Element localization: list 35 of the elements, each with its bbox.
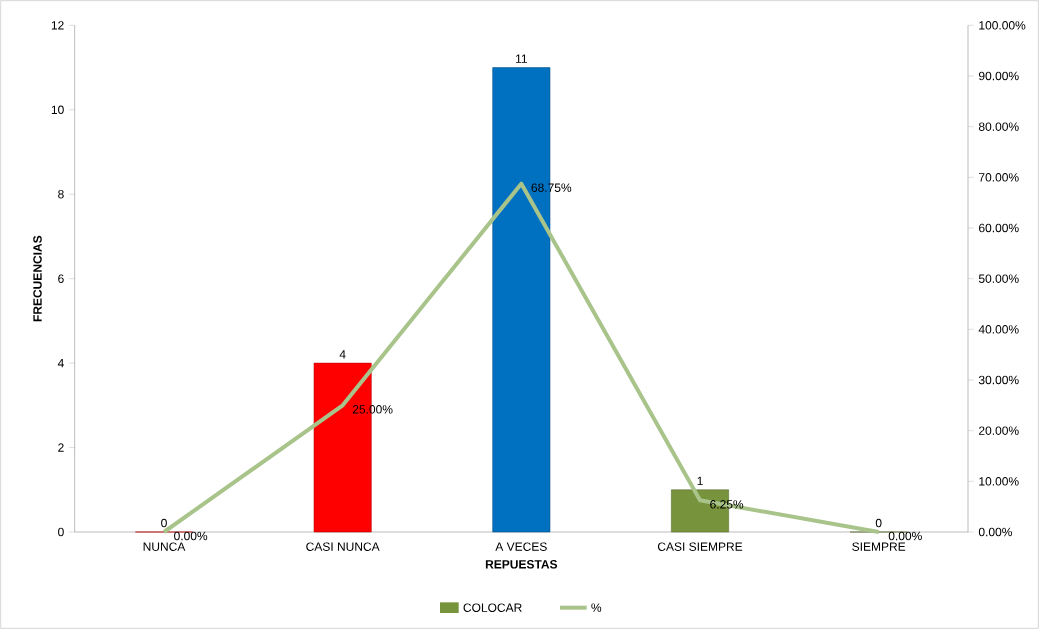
data-label: 11 xyxy=(516,54,527,63)
data-label: 0 xyxy=(875,518,882,528)
y2-tick-label: 90.00% xyxy=(978,71,1019,81)
legend-label: COLOCAR xyxy=(463,603,522,612)
y-tick-label: 6 xyxy=(58,274,64,283)
y-tick-label: 4 xyxy=(57,358,64,368)
data-label: 0 xyxy=(161,518,167,528)
legend-label: % xyxy=(591,603,602,612)
y2-tick-label: 40.00% xyxy=(978,325,1019,334)
x-axis-title: REPUESTAS xyxy=(485,560,558,569)
y2-tick-label: 20.00% xyxy=(979,426,1019,435)
x-tick-label: SIEMPRE xyxy=(852,542,906,551)
y2-tick-label: 10.00% xyxy=(979,477,1019,486)
y2-tick-label: 70.00% xyxy=(979,173,1019,182)
y-axis-title: FRECUENCIAS xyxy=(33,235,42,322)
y-tick-label: 8 xyxy=(58,189,64,199)
data-label: 1 xyxy=(697,476,703,486)
y2-tick-label: 50.00% xyxy=(978,274,1019,283)
data-label: 0.00% xyxy=(888,531,922,541)
data-label: 6.25% xyxy=(710,500,744,509)
y2-tick-label: 100.00% xyxy=(979,21,1026,30)
y-tick-label: 10 xyxy=(51,105,64,115)
y-tick-label: 12 xyxy=(51,21,64,30)
y2-tick-label: 30.00% xyxy=(978,375,1019,385)
x-tick-label: CASI NUNCA xyxy=(306,542,380,551)
y2-tick-label: 0.00% xyxy=(978,527,1013,537)
y-tick-label: 0 xyxy=(58,527,64,537)
y2-tick-label: 80.00% xyxy=(978,122,1019,131)
y-tick-label: 2 xyxy=(58,443,64,452)
data-label: 0.00% xyxy=(174,531,208,541)
x-tick-label: CASI SIEMPRE xyxy=(657,542,743,551)
y2-tick-label: 60.00% xyxy=(979,223,1019,233)
x-tick-label: NUNCA xyxy=(143,542,186,551)
x-tick-label: A VECES xyxy=(495,542,547,551)
data-label: 4 xyxy=(339,350,346,359)
